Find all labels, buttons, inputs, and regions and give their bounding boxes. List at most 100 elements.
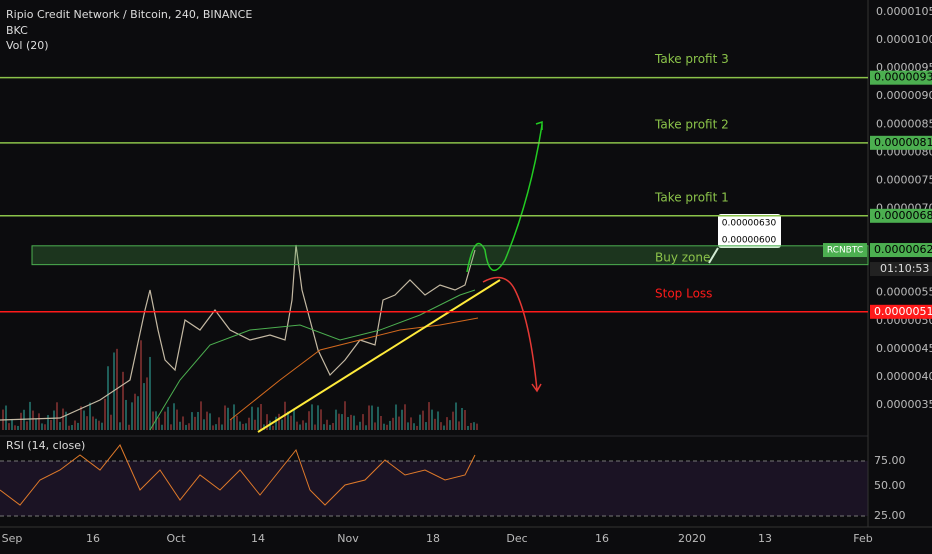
volume-bar [92, 416, 94, 430]
time-tick-label: 16 [86, 532, 100, 545]
volume-bar [131, 402, 133, 430]
volume-bar [380, 415, 382, 430]
volume-bar [77, 422, 79, 430]
volume-bar [5, 405, 7, 430]
volume-bar [359, 421, 361, 430]
bear-arrowhead [531, 383, 542, 393]
volume-bar [95, 418, 97, 430]
volume-bar [392, 417, 394, 430]
volume-bar [305, 422, 307, 430]
volume-bar [308, 411, 310, 430]
volume-bar [89, 402, 91, 430]
volume-bar [170, 424, 172, 430]
volume-bar [434, 418, 436, 430]
volume-bar [335, 409, 337, 430]
volume-bar [326, 419, 328, 430]
volume-bar [50, 419, 52, 430]
volume-bar [74, 420, 76, 430]
price-tag [870, 135, 932, 150]
level-name: Stop Loss [655, 286, 712, 300]
volume-bar [461, 407, 463, 430]
volume-bar [443, 425, 445, 430]
volume-bar [419, 414, 421, 430]
rsi-band [0, 461, 868, 516]
volume-bar [8, 423, 10, 430]
chart-title: Ripio Credit Network / Bitcoin, 240, BIN… [6, 8, 252, 21]
volume-bar [374, 422, 376, 430]
volume-bar [440, 422, 442, 430]
countdown: 01:10:53 [880, 262, 929, 275]
bear-arrow [482, 276, 538, 391]
ma-fast [149, 289, 476, 431]
volume-bar [272, 425, 274, 430]
volume-bar [227, 407, 229, 430]
volume-bar [386, 424, 388, 430]
volume-bar [56, 402, 58, 430]
volume-bar [365, 425, 367, 430]
volume-bar [128, 424, 130, 430]
volume-bar [14, 425, 16, 430]
callout-upper: 0.00000630 [722, 219, 777, 229]
volume-bar [251, 406, 253, 430]
volume-bar [53, 410, 55, 430]
volume-bar [458, 421, 460, 430]
volume-bar [11, 418, 13, 430]
volume-bar [137, 396, 139, 430]
price-tag-label: 0.00000516 [874, 305, 932, 318]
price-tick-label: 0.00001050 [876, 5, 932, 18]
price-line [0, 244, 476, 421]
volume-bar [320, 409, 322, 430]
callout-lower: 0.00000600 [722, 236, 777, 246]
price-tag-label: 0.00000933 [874, 71, 932, 84]
volume-bar [329, 424, 331, 430]
volume-bar [167, 406, 169, 430]
volume-bar [212, 425, 214, 430]
volume-bar [275, 416, 277, 430]
volume-bar [323, 424, 325, 430]
volume-bar [62, 408, 64, 430]
volume-bar [86, 416, 88, 430]
volume-bar [188, 423, 190, 430]
volume-bar [428, 402, 430, 430]
volume-bar [431, 409, 433, 430]
volume-bar [29, 401, 31, 430]
volume-bar [146, 377, 148, 430]
volume-bar [98, 420, 100, 430]
volume-bar [194, 416, 196, 430]
price-tick-label: 0.00000750 [876, 173, 932, 186]
volume-bar [164, 411, 166, 430]
volume-bar [59, 422, 61, 430]
volume-bar [278, 413, 280, 430]
price-tick-label: 0.00000450 [876, 342, 932, 355]
volume-bar [200, 401, 202, 430]
volume-bar [161, 424, 163, 430]
volume-bar [311, 404, 313, 430]
level-name: Buy zone [655, 251, 710, 265]
volume-bar [20, 412, 22, 430]
volume-bar [101, 422, 103, 430]
volume-bar [23, 409, 25, 430]
volume-bar [143, 383, 145, 430]
volume-bar [134, 393, 136, 430]
volume-bar [452, 411, 454, 430]
price-tick-label: 0.00001000 [876, 33, 932, 46]
volume-bar [287, 411, 289, 430]
symbol-tag [823, 243, 867, 258]
volume-bar [446, 417, 448, 430]
volume-bar [296, 421, 298, 430]
callout: 0.00000630 0.00000600 [708, 214, 781, 264]
volume-bar [176, 409, 178, 430]
price-tag-label: 0.00000626 [874, 243, 932, 256]
callout-pointer [708, 247, 719, 264]
callout-box [718, 214, 781, 248]
volume-bar [104, 398, 106, 430]
volume-bar [110, 414, 112, 430]
volume-bar [206, 411, 208, 430]
volume-bar [437, 411, 439, 430]
volume-bar [467, 425, 469, 430]
volume-bar [338, 413, 340, 430]
volume-bar [80, 406, 82, 430]
price-tick-label: 0.00000900 [876, 89, 932, 102]
level-name: Take profit 3 [654, 52, 729, 66]
